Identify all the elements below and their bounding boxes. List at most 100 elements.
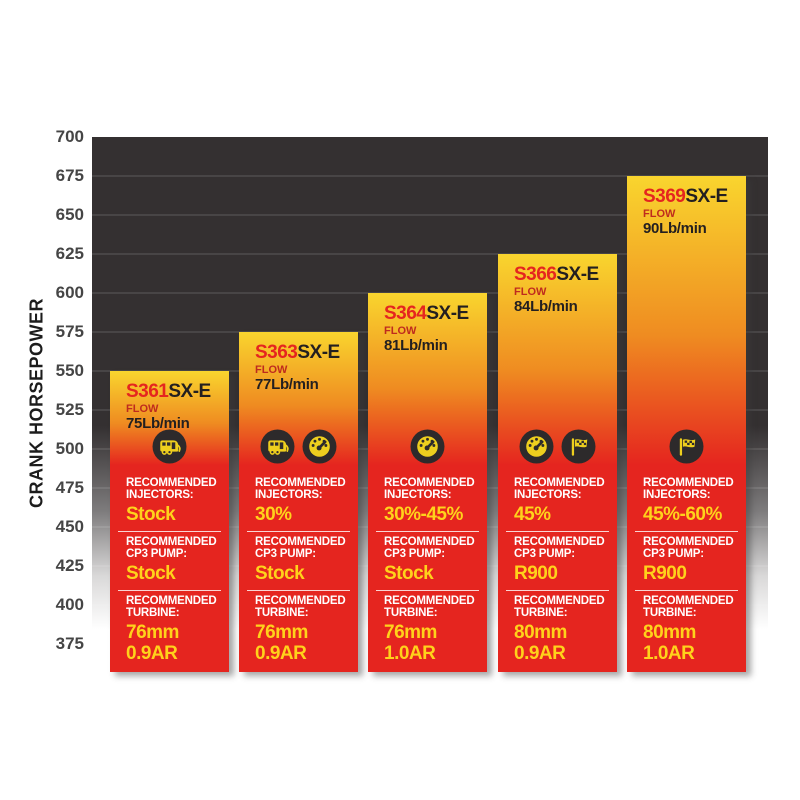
- cp3-pump-section: RECOMMENDED CP3 PUMP: Stock: [368, 536, 487, 584]
- y-tick-425: 425: [55, 556, 84, 575]
- usage-icons: [368, 426, 487, 466]
- turbine-size: 80mm: [643, 622, 696, 643]
- turbine-ar: 1.0AR: [643, 643, 695, 664]
- model-series: SX-E: [297, 342, 340, 363]
- y-tick-400: 400: [55, 595, 84, 614]
- injectors-section: RECOMMENDED INJECTORS: 30%-45%: [368, 477, 487, 525]
- bar-s361sx-e: S361SX-E FLOW 75Lb/min RECOMMENDED INJECTOR…: [110, 371, 229, 672]
- y-tick-450: 450: [55, 517, 84, 536]
- model-number: S361: [126, 381, 169, 402]
- cp3-pump-label: RECOMMENDED CP3 PUMP:: [514, 536, 605, 560]
- bar-header: S364SX-E FLOW 81Lb/min: [368, 293, 487, 354]
- bar-specs: RECOMMENDED INJECTORS: 30%-45% RECOMMENDED…: [368, 426, 487, 672]
- flow-label: FLOW: [514, 286, 547, 298]
- bar-header: S366SX-E FLOW 84Lb/min: [498, 254, 617, 315]
- model-series: SX-E: [685, 186, 728, 207]
- turbine-value: 76mm 0.9AR: [255, 622, 355, 664]
- cp3-pump-label: RECOMMENDED CP3 PUMP:: [643, 536, 734, 560]
- turbine-label: RECOMMENDED TURBINE:: [643, 595, 734, 619]
- y-tick-650: 650: [55, 205, 84, 224]
- flow-label: FLOW: [384, 325, 417, 337]
- model-number: S366: [514, 264, 557, 285]
- model-series: SX-E: [556, 264, 599, 285]
- model-name: S364SX-E: [384, 303, 484, 324]
- usage-icons: [498, 426, 617, 466]
- cp3-pump-value: Stock: [255, 563, 305, 584]
- y-tick-375: 375: [55, 634, 84, 653]
- injectors-value: 45%-60%: [643, 504, 722, 525]
- turbine-size: 80mm: [514, 622, 567, 643]
- plot-area: S361SX-E FLOW 75Lb/min RECOMMENDED INJECTOR…: [92, 137, 768, 672]
- bar-s364sx-e: S364SX-E FLOW 81Lb/min RECOMMENDED INJECTOR…: [368, 293, 487, 672]
- turbine-value: 80mm 1.0AR: [643, 622, 743, 664]
- y-tick-675: 675: [55, 166, 84, 185]
- divider: [635, 590, 738, 591]
- y-tick-475: 475: [55, 478, 84, 497]
- bar-specs: RECOMMENDED INJECTORS: 45%-60% RECOMMENDED…: [627, 426, 746, 672]
- gauge-icon: [302, 429, 337, 464]
- gridline: [92, 214, 768, 216]
- model-name: S366SX-E: [514, 264, 614, 285]
- divider: [506, 590, 609, 591]
- gridline: [92, 175, 768, 177]
- model-name: S369SX-E: [643, 186, 743, 207]
- bar-s366sx-e: S366SX-E FLOW 84Lb/min RECOMMENDED INJECTOR…: [498, 254, 617, 672]
- turbine-ar: 0.9AR: [514, 643, 566, 664]
- bar-header: S369SX-E FLOW 90Lb/min: [627, 176, 746, 237]
- cp3-pump-label: RECOMMENDED CP3 PUMP:: [255, 536, 346, 560]
- injectors-section: RECOMMENDED INJECTORS: 45%: [498, 477, 617, 525]
- y-tick-575: 575: [55, 322, 84, 341]
- turbine-value: 80mm 0.9AR: [514, 622, 614, 664]
- cp3-pump-value: Stock: [384, 563, 434, 584]
- usage-icons: [627, 426, 746, 466]
- flow-label: FLOW: [126, 403, 159, 415]
- injectors-label: RECOMMENDED INJECTORS:: [126, 477, 217, 501]
- model-series: SX-E: [426, 303, 469, 324]
- bar-specs: RECOMMENDED INJECTORS: 30% RECOMMENDED CP3…: [239, 426, 358, 672]
- cp3-pump-section: RECOMMENDED CP3 PUMP: R900: [627, 536, 746, 584]
- turbine-label: RECOMMENDED TURBINE:: [126, 595, 217, 619]
- flow-value: 81Lb/min: [384, 337, 448, 354]
- turbine-ar: 0.9AR: [126, 643, 178, 664]
- flow-value: 90Lb/min: [643, 220, 707, 237]
- divider: [635, 531, 738, 532]
- model-number: S369: [643, 186, 686, 207]
- flow-value: 77Lb/min: [255, 376, 319, 393]
- injectors-value: Stock: [126, 504, 176, 525]
- injectors-label: RECOMMENDED INJECTORS:: [514, 477, 605, 501]
- y-tick-700: 700: [55, 127, 84, 146]
- cp3-pump-section: RECOMMENDED CP3 PUMP: Stock: [110, 536, 229, 584]
- gauge-icon: [410, 429, 445, 464]
- turbine-label: RECOMMENDED TURBINE:: [384, 595, 475, 619]
- divider: [247, 590, 350, 591]
- cp3-pump-value: R900: [643, 563, 687, 584]
- usage-icons: [110, 426, 229, 466]
- injectors-label: RECOMMENDED INJECTORS:: [384, 477, 475, 501]
- cp3-pump-label: RECOMMENDED CP3 PUMP:: [384, 536, 475, 560]
- flag-icon: [669, 429, 704, 464]
- bar-specs: RECOMMENDED INJECTORS: Stock RECOMMENDED C…: [110, 426, 229, 672]
- turbine-section: RECOMMENDED TURBINE: 76mm 1.0AR: [368, 595, 487, 664]
- turbine-section: RECOMMENDED TURBINE: 76mm 0.9AR: [110, 595, 229, 664]
- y-tick-500: 500: [55, 439, 84, 458]
- injectors-value: 30%-45%: [384, 504, 463, 525]
- injectors-value: 30%: [255, 504, 292, 525]
- turbine-label: RECOMMENDED TURBINE:: [255, 595, 346, 619]
- y-tick-625: 625: [55, 244, 84, 263]
- divider: [118, 590, 221, 591]
- flow-value: 75Lb/min: [126, 415, 190, 432]
- cp3-pump-value: R900: [514, 563, 558, 584]
- camper-icon: [152, 429, 187, 464]
- camper-icon: [260, 429, 295, 464]
- turbine-value: 76mm 1.0AR: [384, 622, 484, 664]
- turbine-size: 76mm: [384, 622, 437, 643]
- turbine-value: 76mm 0.9AR: [126, 622, 226, 664]
- y-tick-600: 600: [55, 283, 84, 302]
- turbine-size: 76mm: [255, 622, 308, 643]
- gauge-icon: [519, 429, 554, 464]
- flag-icon: [561, 429, 596, 464]
- turbine-ar: 1.0AR: [384, 643, 436, 664]
- bar-specs: RECOMMENDED INJECTORS: 45% RECOMMENDED CP3…: [498, 426, 617, 672]
- flow-value: 84Lb/min: [514, 298, 578, 315]
